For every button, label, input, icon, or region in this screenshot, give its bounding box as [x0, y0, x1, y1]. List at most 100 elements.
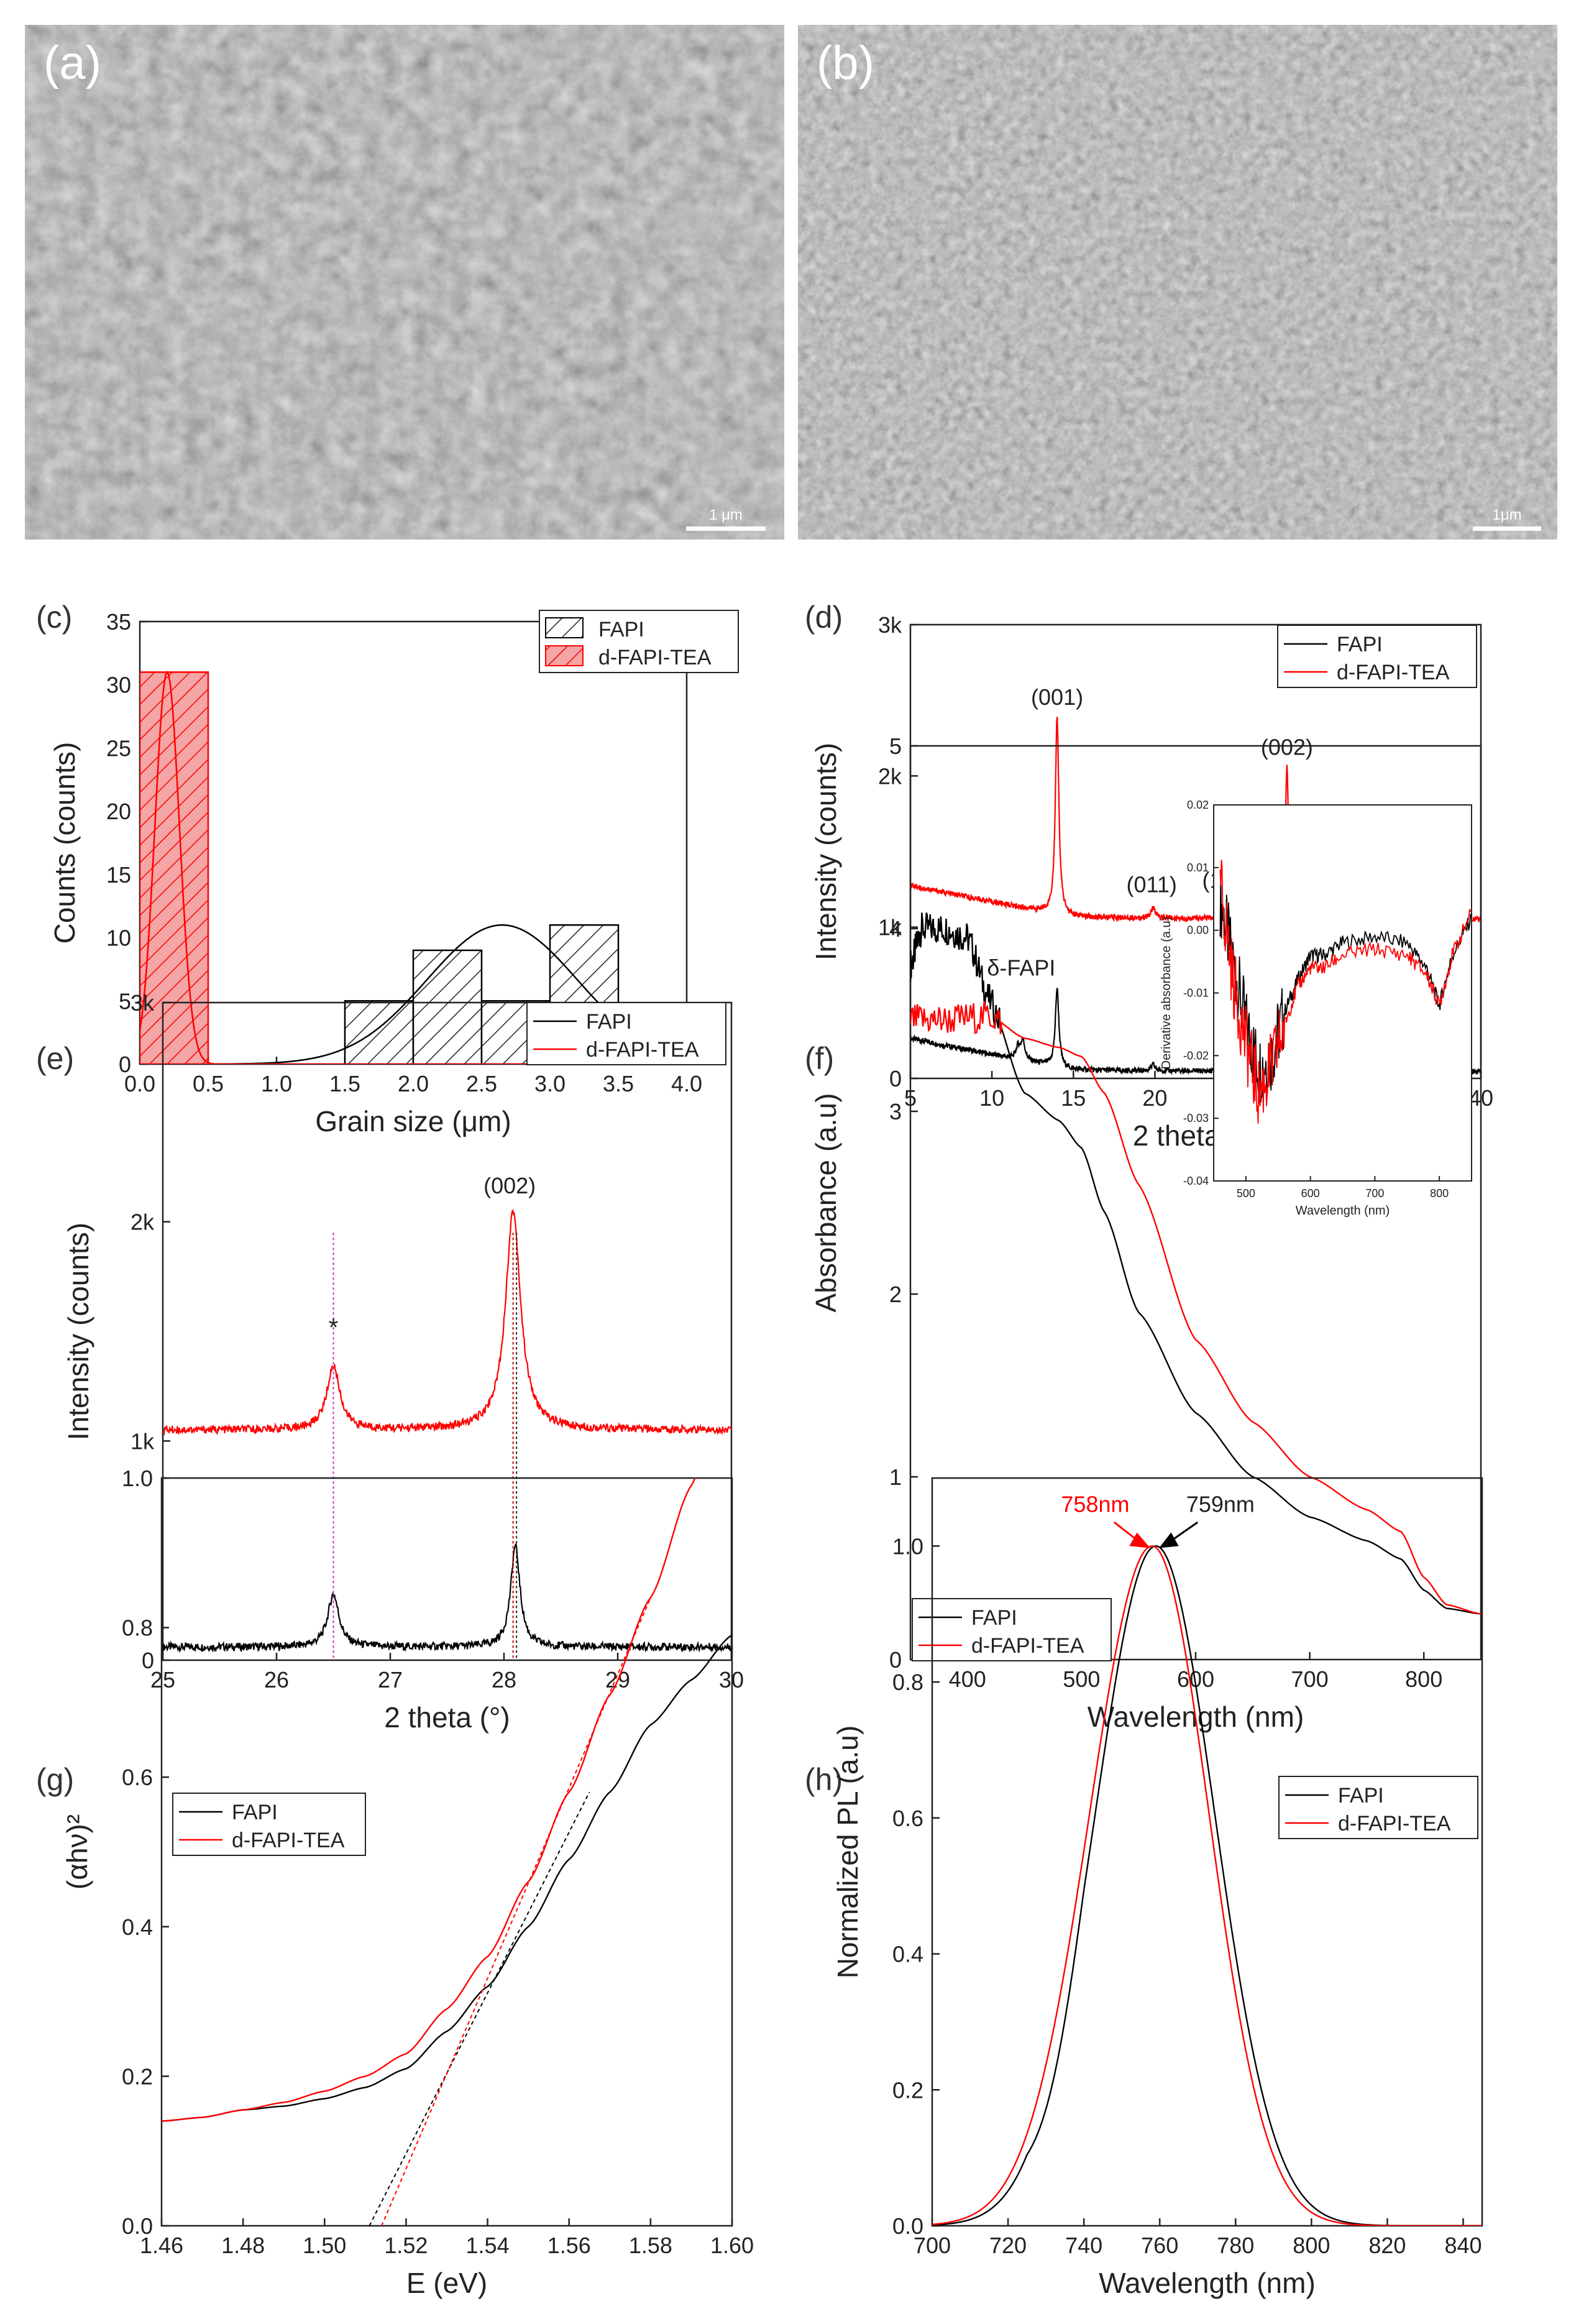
histogram-bar-fapi [480, 1000, 551, 1064]
x-axis-label-e: 2 theta (°) [384, 1701, 510, 1734]
x-tick-label-c: 0.5 [193, 1071, 224, 1096]
x-tick-label-d: 15 [1061, 1085, 1086, 1111]
y-tick-label-g: 0.0 [122, 2213, 153, 2239]
chart-panel-e: (e) 25 26 27 28 29 30 0 1k 2k 3k 2 theta (°) Intensi… [36, 990, 744, 1734]
peak-annotation-h: 758nm [1061, 1492, 1129, 1517]
data-line-tea [162, 1478, 696, 2122]
distribution-fit-fapi [140, 924, 687, 1064]
inset-x-tick-label: 500 [1237, 1187, 1255, 1200]
histogram-bar-fapi [344, 1000, 415, 1064]
legend-box [172, 1793, 366, 1856]
tauc-fit-tea [381, 1597, 651, 2226]
peak-annotation-d: (002) [1261, 734, 1313, 760]
x-tick-label-c: 2.0 [398, 1071, 429, 1096]
scale-bar-b: 1μm [1473, 507, 1541, 531]
x-axis-label-f: Wavelength (nm) [1088, 1701, 1304, 1733]
y-axis-label-h: Normalized PL (a.u) [831, 1725, 864, 1978]
y-tick-label-d: 2k [878, 763, 902, 789]
plot-area-d [910, 717, 1481, 1076]
legend-box [912, 1598, 1112, 1661]
pl-line-tea [932, 1545, 1482, 2226]
peak-arrowhead-fapi [1158, 1532, 1179, 1548]
plot-area-f [910, 912, 1481, 1615]
panel-label-h: (h) [805, 1762, 843, 1797]
legend-d: FAPI d-FAPI-TEA [1277, 625, 1477, 688]
x-tick-label-h: 820 [1368, 2233, 1406, 2258]
inset-plot-area [1219, 860, 1472, 1124]
x-tick-label-c: 1.0 [261, 1071, 292, 1096]
y-tick-label-f: 0 [889, 1647, 902, 1673]
y-tick-label-f: 5 [889, 733, 902, 759]
inset-y-axis-label: Derivative absorbance (a.u) [1160, 917, 1173, 1070]
legend-swatch [545, 645, 584, 666]
y-tick-label-c: 15 [106, 862, 131, 888]
legend-box [526, 1002, 726, 1065]
legend-label: FAPI [1338, 1784, 1384, 1807]
x-tick-label-h: 800 [1293, 2233, 1330, 2258]
x-tick-label-d: 10 [979, 1085, 1004, 1111]
x-tick-label-c: 2.5 [466, 1071, 497, 1096]
x-tick-label-c: 3.0 [534, 1071, 566, 1096]
inset-line-tea [1219, 860, 1472, 1124]
peak-annotation-d: * [1256, 848, 1266, 875]
y-tick-label-h: 0.6 [892, 1806, 923, 1831]
y-axis-label-d: Intensity (counts) [810, 743, 842, 960]
y-tick-label-h: 1.0 [892, 1533, 923, 1559]
legend-label: FAPI [586, 1010, 632, 1034]
y-tick-label-e: 1k [131, 1428, 155, 1454]
panel-label-e: (e) [36, 1041, 74, 1076]
y-tick-label-d: 3k [878, 612, 902, 638]
y-tick-label-c: 25 [106, 735, 131, 761]
panel-label-f: (f) [805, 1041, 834, 1076]
y-tick-label-c: 35 [106, 609, 131, 635]
x-tick-label-c: 0.0 [124, 1071, 155, 1096]
y-tick-label-g: 0.8 [122, 1615, 153, 1641]
x-tick-label-c: 3.5 [603, 1071, 634, 1096]
x-axis-label-c: Grain size (μm) [315, 1105, 511, 1137]
y-axis-label-e: Intensity (counts) [62, 1223, 94, 1440]
peak-arrowhead-tea [1129, 1532, 1150, 1548]
plot-area-h [932, 1521, 1482, 2226]
legend-g: FAPI d-FAPI-TEA [172, 1793, 366, 1856]
y-tick-label-d: 0 [889, 1066, 902, 1091]
x-tick-label-h: 700 [914, 2233, 951, 2258]
legend-label: d-FAPI-TEA [1338, 1812, 1451, 1835]
inset-frame [1213, 804, 1472, 1182]
legend-f: FAPI d-FAPI-TEA [912, 1598, 1112, 1661]
x-tick-label-g: 1.58 [629, 2233, 672, 2258]
y-tick-label-e: 2k [131, 1210, 155, 1235]
x-axis-label-d: 2 theta (°) [1133, 1119, 1259, 1152]
y-tick-label-d: 1k [878, 915, 902, 940]
legend-e: FAPI d-FAPI-TEA [526, 1002, 726, 1065]
x-tick-label-h: 720 [989, 2233, 1027, 2258]
y-axis-label-f: Absorbance (a.u) [810, 1093, 842, 1313]
plot-frame-c [139, 620, 688, 1065]
y-tick-label-g: 1.0 [122, 1466, 153, 1491]
x-tick-label-c: 1.5 [329, 1071, 360, 1096]
x-tick-label-e: 29 [605, 1667, 630, 1692]
x-tick-label-g: 1.48 [221, 2233, 265, 2258]
legend-label: d-FAPI-TEA [1337, 661, 1450, 684]
histogram-bar-fapi [617, 1050, 687, 1064]
y-tick-label-f: 2 [889, 1282, 902, 1307]
sem-image-b [798, 25, 1557, 540]
legend-label: d-FAPI-TEA [232, 1829, 345, 1852]
x-tick-label-f: 700 [1291, 1666, 1329, 1692]
sem-panel-b: (b) 1μm [798, 25, 1557, 540]
scale-bar-text-b: 1μm [1492, 507, 1522, 523]
legend-label: FAPI [598, 618, 644, 641]
data-line-fapi [910, 912, 1481, 1615]
inset-x-tick-label: 800 [1430, 1187, 1449, 1200]
chart-panel-h: (h) 700 720 740 760 780 800 820 840 0.0 0.2 0.4 0.6 0… [805, 1477, 1483, 2299]
chart-panel-f: (f) 400 500 600 700 800 0 1 2 3 4 5 Wavelength (nm) A… [805, 733, 1482, 1733]
histogram-bar-fapi [412, 949, 483, 1064]
inset-y-tick-label: -0.03 [1183, 1112, 1209, 1124]
peak-annotation-d: * [1439, 845, 1449, 872]
chart-panel-c: (c) 0.0 0.5 1.0 1.5 2.0 2.5 3.0 3.5 4.0 0 5 10 15 20 25… [36, 600, 739, 1137]
scale-bar-a: 1 μm [686, 507, 766, 531]
y-tick-label-c: 10 [106, 925, 131, 951]
plot-frame-d [909, 623, 1482, 1080]
y-tick-label-c: 0 [119, 1052, 131, 1077]
tauc-fit-fapi [369, 1791, 590, 2226]
x-tick-label-e: 27 [378, 1667, 403, 1692]
